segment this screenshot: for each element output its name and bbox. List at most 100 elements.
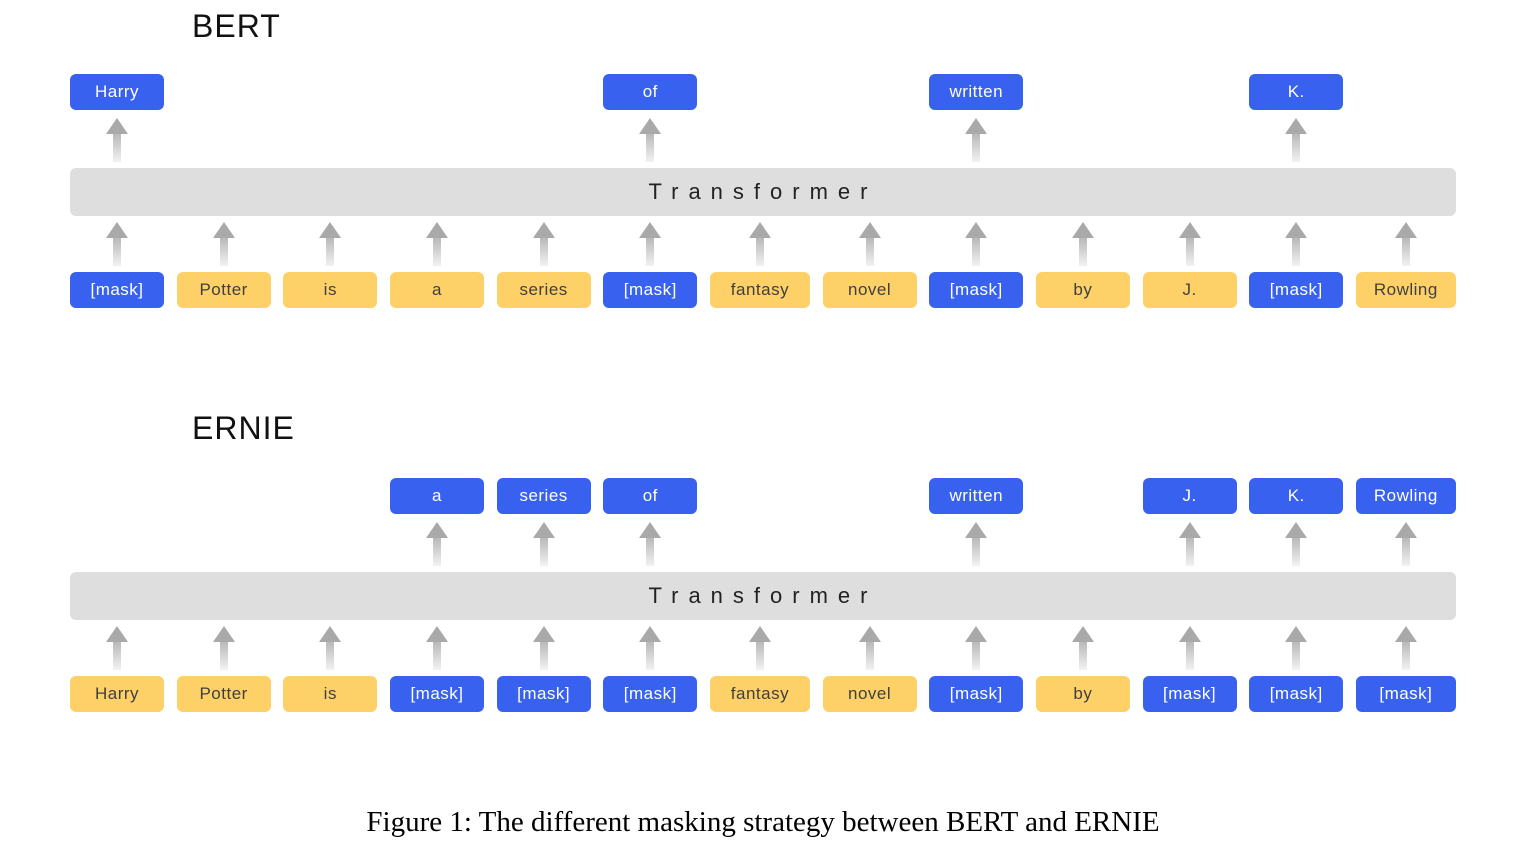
ernie-input-token: [mask] xyxy=(603,676,697,712)
up-arrow-icon xyxy=(861,222,879,266)
ernie-arrow-slot xyxy=(283,626,377,670)
bert-output-token: K. xyxy=(1249,74,1343,110)
ernie-arrow-slot xyxy=(1356,626,1456,670)
up-arrow-icon xyxy=(108,626,126,670)
up-arrow-icon xyxy=(967,626,985,670)
bert-output-slot xyxy=(177,74,271,110)
up-arrow-icon xyxy=(861,626,879,670)
token-label: K. xyxy=(1288,486,1305,506)
token-label: fantasy xyxy=(731,684,789,704)
up-arrow-icon xyxy=(967,522,985,566)
bert-arrow-slot xyxy=(390,118,484,162)
up-arrow-icon xyxy=(1074,626,1092,670)
token-label: a xyxy=(432,280,442,300)
bert-arrow-slot xyxy=(1143,118,1237,162)
bert-output-slot: K. xyxy=(1249,74,1343,110)
ernie-arrow-slot xyxy=(1036,522,1130,566)
token-label: [mask] xyxy=(1163,684,1216,704)
bert-arrow-slot xyxy=(283,118,377,162)
ernie-arrow-slot xyxy=(177,522,271,566)
ernie-arrow-slot xyxy=(70,626,164,670)
ernie-input-token: [mask] xyxy=(1249,676,1343,712)
bert-arrow-slot xyxy=(929,222,1023,266)
bert-arrow-slot xyxy=(70,118,164,162)
token-label: written xyxy=(949,82,1003,102)
bert-arrow-slot xyxy=(603,118,697,162)
bert-input-token: by xyxy=(1036,272,1130,308)
ernie-input-row: HarryPotteris[mask][mask][mask]fantasyno… xyxy=(70,676,1456,712)
ernie-output-slot xyxy=(177,478,271,514)
token-label: by xyxy=(1073,684,1092,704)
token-label: J. xyxy=(1182,280,1196,300)
ernie-arrow-slot xyxy=(1143,626,1237,670)
bert-arrow-slot xyxy=(177,118,271,162)
ernie-output-slot xyxy=(283,478,377,514)
bert-output-token: written xyxy=(929,74,1023,110)
ernie-output-row: aseriesofwrittenJ.K.Rowling xyxy=(70,478,1456,514)
bert-arrow-slot xyxy=(710,222,810,266)
bert-arrow-slot xyxy=(1249,118,1343,162)
ernie-arrow-slot xyxy=(929,522,1023,566)
ernie-input-token: [mask] xyxy=(1356,676,1456,712)
ernie-output-slot xyxy=(70,478,164,514)
bert-input-token: [mask] xyxy=(603,272,697,308)
ernie-output-slot: J. xyxy=(1143,478,1237,514)
bert-output-slot xyxy=(390,74,484,110)
bert-transformer: Transformer xyxy=(70,168,1456,216)
token-label: novel xyxy=(848,684,891,704)
token-label: [mask] xyxy=(410,684,463,704)
ernie-output-token: K. xyxy=(1249,478,1343,514)
ernie-output-slot: of xyxy=(603,478,697,514)
bert-output-token: Harry xyxy=(70,74,164,110)
bert-input-token: fantasy xyxy=(710,272,810,308)
ernie-output-slot xyxy=(1036,478,1130,514)
ernie-output-slot: K. xyxy=(1249,478,1343,514)
ernie-output-slot: a xyxy=(390,478,484,514)
token-label: [mask] xyxy=(624,684,677,704)
ernie-arrow-slot xyxy=(823,626,917,670)
up-arrow-icon xyxy=(428,626,446,670)
token-label: novel xyxy=(848,280,891,300)
bert-output-row: Harry of written K. xyxy=(70,74,1456,110)
bert-input-token: series xyxy=(497,272,591,308)
up-arrow-icon xyxy=(1287,626,1305,670)
bert-arrow-slot xyxy=(283,222,377,266)
ernie-input-token: [mask] xyxy=(1143,676,1237,712)
bert-input-token: novel xyxy=(823,272,917,308)
ernie-arrow-slot xyxy=(1143,522,1237,566)
ernie-arrow-slot xyxy=(1036,626,1130,670)
token-label: [mask] xyxy=(90,280,143,300)
bert-output-slot: of xyxy=(603,74,697,110)
token-label: [mask] xyxy=(517,684,570,704)
ernie-arrow-slot xyxy=(823,522,917,566)
token-label: [mask] xyxy=(1270,684,1323,704)
up-arrow-icon xyxy=(1397,522,1415,566)
bert-arrow-slot xyxy=(1356,222,1456,266)
bert-output-slot xyxy=(1143,74,1237,110)
token-label: Rowling xyxy=(1374,486,1438,506)
up-arrow-icon xyxy=(535,626,553,670)
token-label: a xyxy=(432,486,442,506)
up-arrow-icon xyxy=(1397,222,1415,266)
token-label: Potter xyxy=(199,684,247,704)
bert-arrow-slot xyxy=(1356,118,1456,162)
ernie-arrow-slot xyxy=(177,626,271,670)
bert-arrow-slot xyxy=(823,118,917,162)
ernie-output-token: a xyxy=(390,478,484,514)
bert-output-slot xyxy=(497,74,591,110)
up-arrow-icon xyxy=(428,522,446,566)
bert-input-token: a xyxy=(390,272,484,308)
ernie-input-token: [mask] xyxy=(497,676,591,712)
bert-arrow-slot xyxy=(823,222,917,266)
ernie-arrows-out xyxy=(70,522,1456,566)
bert-output-slot xyxy=(1036,74,1130,110)
figure-caption: Figure 1: The different masking strategy… xyxy=(0,806,1526,839)
token-label: series xyxy=(519,280,567,300)
ernie-arrow-slot xyxy=(390,626,484,670)
bert-arrow-slot xyxy=(603,222,697,266)
bert-output-slot: written xyxy=(929,74,1023,110)
ernie-transformer-label: Transformer xyxy=(649,583,878,609)
ernie-input-token: novel xyxy=(823,676,917,712)
up-arrow-icon xyxy=(641,522,659,566)
bert-arrow-slot xyxy=(390,222,484,266)
